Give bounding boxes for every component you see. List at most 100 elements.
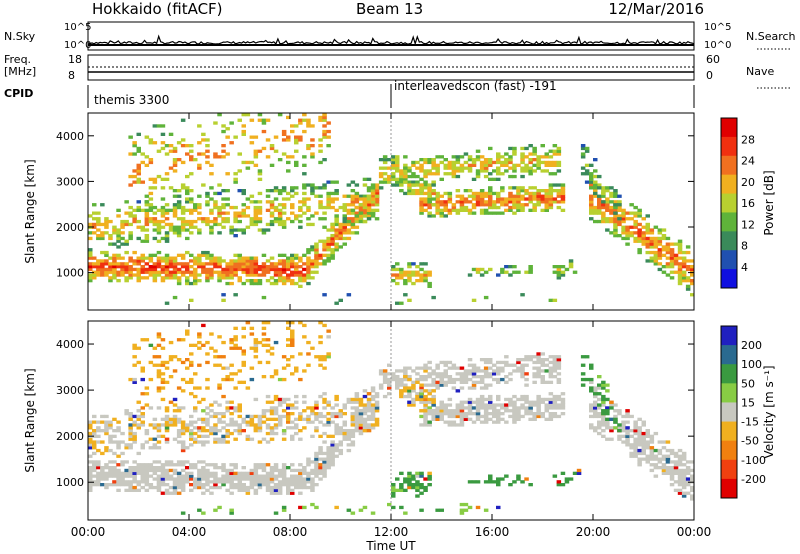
power-cell [237,118,242,122]
power-cell [451,160,457,165]
power-cell [144,219,150,224]
power-cell [217,273,222,277]
power-cell [249,200,255,204]
power-cell [629,217,634,221]
power-cell [589,180,594,184]
power-cell [338,234,343,238]
power-cell [496,158,501,162]
velocity-cell [439,417,444,421]
power-cell [431,160,436,165]
velocity-cell [576,468,582,473]
velocity-cell [197,440,202,444]
power-cell [342,194,347,198]
velocity-cell [286,343,291,347]
power-cell [645,222,650,227]
velocity-cell [423,397,428,402]
velocity-cell [124,474,129,478]
power-cell [556,273,562,277]
velocity-cell [391,494,396,498]
power-cell [488,158,493,162]
power-cell [629,211,634,215]
velocity-cell [249,471,255,475]
velocity-cell [584,355,590,359]
power-cell [665,242,671,246]
power-cell [172,146,178,151]
power-cell [403,180,408,184]
velocity-cell [322,471,327,475]
velocity-cell [180,468,186,473]
velocity-cell [374,403,380,407]
velocity-cell [669,466,675,470]
power-cell [108,279,113,283]
power-cell [148,205,154,210]
velocity-cell [201,460,206,464]
velocity-cell [168,358,174,362]
power-cell [330,205,335,210]
power-cell [306,222,311,227]
power-cell [645,250,650,255]
velocity-cell [556,366,562,370]
velocity-cell [423,394,428,399]
power-cell [310,259,315,263]
velocity-cell [601,423,606,427]
velocity-cell [225,471,230,475]
velocity-cell [633,443,638,447]
power-cell [516,186,521,190]
velocity-cell [104,420,109,424]
velocity-cell [443,363,448,367]
power-cell [152,265,158,269]
power-cell [500,267,505,272]
velocity-cell [496,377,501,382]
power-cell [168,262,174,266]
freq-label-bottom: [MHz] [4,65,37,78]
velocity-cell [366,423,372,427]
velocity-cell [100,420,105,424]
velocity-cell [112,471,117,475]
velocity-cell [249,468,255,473]
velocity-cell [112,440,117,444]
velocity-cell [492,369,497,373]
velocity-cell [124,468,129,473]
power-cell [176,141,182,145]
power-cell [96,259,101,263]
velocity-cell [136,400,141,404]
velocity-cell [459,412,465,416]
velocity-cell [403,477,408,481]
power-cell [298,205,303,210]
power-cell [544,200,549,204]
power-cell [286,169,291,173]
power-cell [382,172,388,176]
power-cell [415,160,420,165]
power-cell [160,225,166,229]
power-cell [496,205,501,210]
velocity-cell [112,460,117,464]
velocity-cell [229,477,234,481]
velocity-cell [225,377,230,382]
velocity-cell [657,457,663,461]
power-cell [366,197,372,201]
velocity-cell [172,423,178,427]
power-cell [193,205,198,210]
power-cell [540,144,545,148]
velocity-cell [419,394,424,399]
velocity-colorbar-tick: -200 [741,473,766,486]
velocity-cell [681,454,687,458]
velocity-cell [156,434,162,438]
power-cell [338,231,343,235]
power-cell [500,270,505,274]
velocity-cell [524,477,529,481]
velocity-cell [185,329,190,333]
power-cell [378,180,384,184]
velocity-cell [124,443,129,447]
power-cell [548,194,554,198]
velocity-cell [459,366,465,370]
power-cell [435,194,440,198]
velocity-cell [500,417,505,421]
power-cell [677,267,683,272]
velocity-cell [637,457,642,461]
power-cell [496,200,501,204]
power-cell [185,267,190,272]
power-cell [104,270,109,274]
velocity-cell [641,434,646,438]
power-cell [483,211,489,215]
